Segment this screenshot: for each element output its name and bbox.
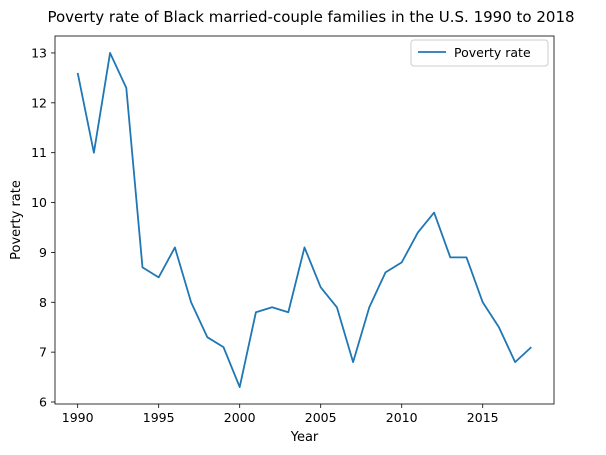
y-tick-label: 12 xyxy=(31,95,47,110)
y-axis-label: Poverty rate xyxy=(9,180,24,260)
y-tick-label: 6 xyxy=(39,395,47,410)
y-tick-label: 8 xyxy=(39,295,47,310)
y-tick-label: 13 xyxy=(31,45,47,60)
x-axis-label: Year xyxy=(290,430,319,445)
y-axis: 6 7 8 9 10 11 12 13 xyxy=(31,45,55,410)
legend-box xyxy=(410,39,549,67)
x-tick-label: 2005 xyxy=(305,410,337,425)
y-tick-label: 9 xyxy=(39,245,47,260)
x-axis: 1990 1995 2000 2005 2010 2015 xyxy=(62,404,499,425)
x-tick-label: 2015 xyxy=(467,410,499,425)
x-tick-label: 1990 xyxy=(62,410,94,425)
chart-title: Poverty rate of Black married-couple fam… xyxy=(47,8,574,26)
y-tick-label: 10 xyxy=(31,195,47,210)
legend-label: Poverty rate xyxy=(454,45,531,60)
plot-area xyxy=(76,52,532,388)
y-tick-label: 11 xyxy=(31,145,47,160)
x-tick-label: 2000 xyxy=(224,410,256,425)
series-line xyxy=(76,52,532,388)
x-tick-label: 1995 xyxy=(143,410,175,425)
y-tick-label: 7 xyxy=(39,345,47,360)
legend: Poverty rate xyxy=(410,39,549,67)
plot-frame xyxy=(54,35,555,405)
x-tick-label: 2010 xyxy=(386,410,418,425)
